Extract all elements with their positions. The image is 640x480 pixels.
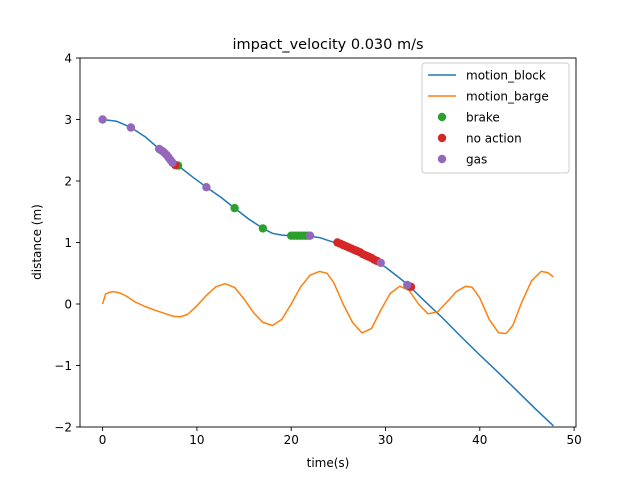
point-gas: [403, 280, 412, 290]
legend-frame: [421, 62, 570, 174]
point-gas: [202, 183, 211, 192]
y-tick-label: 1: [64, 236, 72, 250]
point-gas: [376, 258, 385, 267]
y-tick-label: −2: [54, 421, 72, 435]
point-brake: [258, 224, 268, 233]
point-gas: [305, 231, 315, 240]
series-layer: [98, 115, 554, 427]
legend-swatch-gas: [437, 154, 447, 164]
series-line-motion_barge: [101, 270, 554, 335]
y-tick-label: −1: [54, 359, 72, 373]
x-axis-ticks: 0 10 20 30 40 50: [99, 427, 582, 447]
x-tick-label: 50: [566, 433, 581, 447]
x-tick-label: 0: [99, 433, 107, 447]
y-axis-ticks: −2 −1 0 1 2 3 4: [54, 52, 80, 435]
y-tick-label: 4: [64, 52, 72, 66]
legend-label-gas: gas: [466, 153, 487, 167]
legend-label-motion_block: motion_block: [466, 69, 546, 83]
x-tick-label: 40: [472, 433, 487, 447]
y-axis-label: distance (m): [30, 204, 44, 280]
y-tick-label: 3: [64, 113, 72, 127]
legend-label-motion_barge: motion_barge: [466, 90, 549, 104]
x-tick-label: 20: [284, 433, 299, 447]
x-axis-label: time(s): [307, 456, 350, 470]
legend-swatch-brake: [437, 112, 447, 122]
point-gas: [126, 123, 136, 132]
legend-label-brake: brake: [466, 111, 500, 125]
point-gas: [98, 115, 107, 124]
legend-label-no-action: no action: [466, 132, 522, 146]
point-gas: [168, 158, 177, 167]
point-brake: [230, 203, 239, 213]
legend-swatch-no-action: [437, 133, 447, 143]
x-tick-label: 10: [189, 433, 204, 447]
chart-title: impact_velocity 0.030 m/s: [232, 37, 423, 53]
y-tick-label: 0: [64, 298, 72, 312]
y-tick-label: 2: [64, 175, 72, 189]
x-tick-label: 30: [378, 433, 393, 447]
